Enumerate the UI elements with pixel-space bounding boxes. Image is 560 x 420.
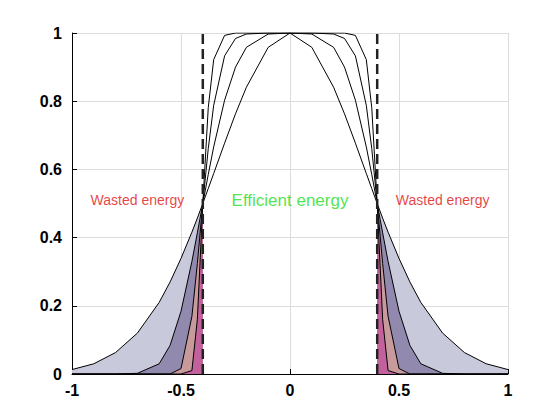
svg-text:0.2: 0.2 [40,297,62,314]
svg-text:0: 0 [53,366,62,383]
svg-text:0.8: 0.8 [40,93,62,110]
svg-text:-0.5: -0.5 [167,382,195,399]
svg-text:0.6: 0.6 [40,161,62,178]
svg-text:Wasted energy: Wasted energy [396,192,490,208]
svg-text:Efficient energy: Efficient energy [232,191,349,210]
svg-text:0.4: 0.4 [40,229,62,246]
svg-text:1: 1 [504,382,513,399]
svg-text:-1: -1 [65,382,79,399]
svg-text:Wasted energy: Wasted energy [91,192,185,208]
svg-text:0: 0 [286,382,295,399]
svg-text:0.5: 0.5 [388,382,410,399]
svg-text:1: 1 [53,25,62,42]
